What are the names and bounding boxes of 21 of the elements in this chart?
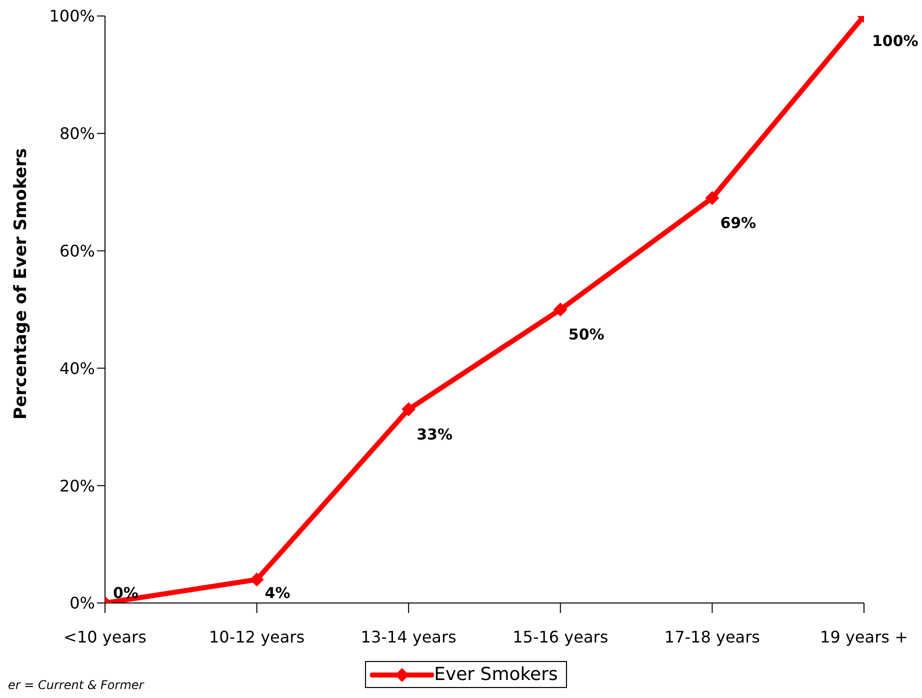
x-tick-label: 15-16 years <box>512 627 608 646</box>
y-tick-label: 20% <box>59 476 95 496</box>
y-tick-label: 60% <box>59 241 95 260</box>
x-tick-label: 13-14 years <box>360 627 456 646</box>
legend-label: Ever Smokers <box>434 664 558 685</box>
data-label: 69% <box>720 214 756 232</box>
x-tick-label: <10 years <box>64 627 146 646</box>
y-axis-title: Percentage of Ever Smokers <box>11 148 32 420</box>
data-label: 4% <box>264 584 290 602</box>
data-label: 0% <box>113 584 138 602</box>
y-tick-label: 80% <box>59 124 95 144</box>
x-tick-label: 10-12 years <box>208 627 305 646</box>
y-tick-label: 0% <box>70 594 95 613</box>
x-tick-label: 17-18 years <box>664 627 760 646</box>
data-label: 33% <box>416 425 453 444</box>
y-tick-label: 40% <box>59 358 95 378</box>
data-label: 100% <box>872 32 918 50</box>
y-tick-label: 100% <box>49 6 95 26</box>
text: er = Current & Former <box>8 678 144 692</box>
x-tick-label: 19 years + <box>820 627 908 646</box>
data-label: 50% <box>568 326 604 344</box>
